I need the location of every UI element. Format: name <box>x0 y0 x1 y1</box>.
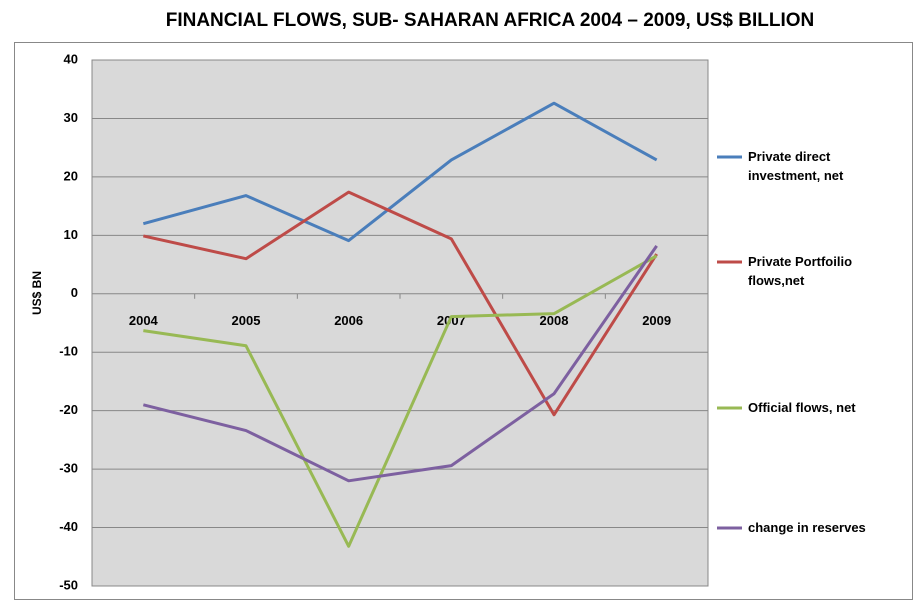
legend-label: Private direct investment, net <box>748 149 844 183</box>
x-tick-label: 2005 <box>232 313 261 328</box>
series-line <box>143 254 658 548</box>
legend-label: change in reserves <box>748 520 866 535</box>
x-tick-label: 2006 <box>334 313 363 328</box>
y-tick-label: -50 <box>59 577 78 592</box>
y-tick-label: -10 <box>59 344 78 359</box>
y-tick-label: -20 <box>59 402 78 417</box>
y-tick-label: 40 <box>64 51 78 66</box>
plot-area <box>91 59 709 587</box>
y-tick-label: -30 <box>59 461 78 476</box>
legend-label: Official flows, net <box>748 400 856 415</box>
x-tick-label: 2004 <box>129 313 159 328</box>
y-axis-label: US$ BN <box>30 271 44 315</box>
y-tick-label: -40 <box>59 519 78 534</box>
series-line <box>142 101 658 243</box>
legend-label: Private Portfoilio flows,net <box>748 254 853 288</box>
x-tick-label: 2008 <box>540 313 569 328</box>
series-line <box>143 190 658 417</box>
chart-title: FINANCIAL FLOWS, SUB- SAHARAN AFRICA 200… <box>166 10 815 31</box>
y-tick-label: 30 <box>64 110 78 125</box>
y-tick-label: 0 <box>71 285 78 300</box>
y-tick-label: 10 <box>64 227 78 242</box>
series-line <box>142 244 658 483</box>
y-tick-label: 20 <box>64 168 78 183</box>
x-tick-label: 2009 <box>642 313 671 328</box>
